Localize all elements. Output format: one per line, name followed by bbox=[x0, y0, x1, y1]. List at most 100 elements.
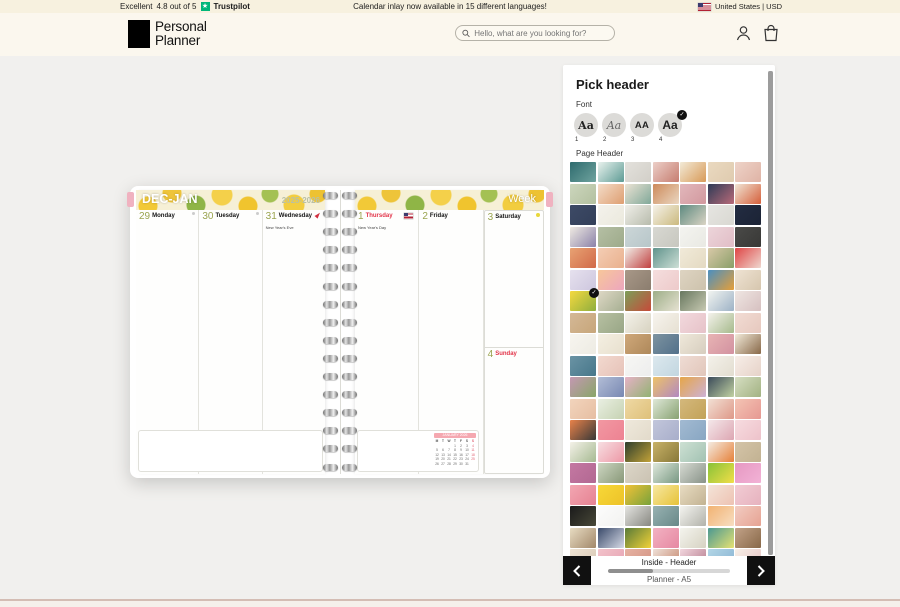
header-swatch[interactable] bbox=[680, 377, 706, 397]
logo[interactable]: Personal Planner bbox=[128, 20, 207, 48]
header-swatch[interactable] bbox=[707, 355, 734, 376]
swatch-scroll-area[interactable]: ✓ bbox=[570, 162, 762, 573]
header-swatch[interactable] bbox=[707, 506, 734, 526]
header-swatch[interactable] bbox=[625, 355, 651, 376]
header-swatch[interactable] bbox=[625, 377, 651, 397]
header-swatch[interactable] bbox=[625, 334, 651, 354]
header-swatch[interactable] bbox=[680, 312, 706, 333]
header-swatch[interactable] bbox=[735, 377, 761, 397]
header-swatch[interactable] bbox=[707, 398, 734, 419]
header-swatch[interactable] bbox=[735, 484, 761, 505]
header-swatch[interactable] bbox=[735, 205, 761, 225]
header-swatch[interactable] bbox=[680, 527, 706, 548]
header-swatch[interactable] bbox=[707, 269, 734, 290]
header-swatch[interactable] bbox=[680, 183, 706, 204]
header-swatch[interactable] bbox=[652, 312, 679, 333]
header-swatch[interactable] bbox=[707, 441, 734, 462]
header-swatch[interactable] bbox=[570, 377, 596, 397]
header-swatch[interactable] bbox=[597, 355, 624, 376]
header-swatch[interactable] bbox=[680, 484, 706, 505]
header-swatch[interactable] bbox=[652, 269, 679, 290]
header-swatch[interactable] bbox=[570, 463, 596, 483]
font-option-2[interactable]: Aa 2 bbox=[602, 113, 628, 143]
header-swatch[interactable] bbox=[570, 420, 596, 440]
header-swatch[interactable] bbox=[570, 355, 596, 376]
header-swatch[interactable] bbox=[570, 334, 596, 354]
header-swatch[interactable] bbox=[707, 183, 734, 204]
header-swatch[interactable] bbox=[707, 248, 734, 268]
header-swatch[interactable] bbox=[570, 441, 596, 462]
header-swatch[interactable] bbox=[680, 248, 706, 268]
header-swatch[interactable] bbox=[652, 162, 679, 182]
header-swatch[interactable] bbox=[652, 226, 679, 247]
cart-icon[interactable] bbox=[763, 24, 780, 42]
account-icon[interactable] bbox=[735, 24, 752, 42]
header-swatch[interactable] bbox=[652, 506, 679, 526]
header-swatch[interactable] bbox=[597, 420, 624, 440]
header-swatch[interactable] bbox=[570, 312, 596, 333]
header-swatch[interactable] bbox=[735, 291, 761, 311]
header-swatch[interactable] bbox=[625, 420, 651, 440]
header-swatch[interactable] bbox=[707, 162, 734, 182]
header-swatch[interactable] bbox=[597, 377, 624, 397]
header-swatch[interactable] bbox=[652, 334, 679, 354]
header-swatch[interactable] bbox=[735, 334, 761, 354]
header-swatch[interactable] bbox=[597, 291, 624, 311]
header-swatch[interactable] bbox=[652, 398, 679, 419]
header-swatch[interactable] bbox=[707, 484, 734, 505]
header-swatch[interactable] bbox=[680, 420, 706, 440]
header-swatch[interactable] bbox=[680, 269, 706, 290]
header-swatch[interactable] bbox=[597, 398, 624, 419]
search-bar[interactable] bbox=[455, 25, 615, 41]
header-swatch[interactable] bbox=[652, 248, 679, 268]
header-swatch[interactable] bbox=[735, 248, 761, 268]
header-swatch[interactable] bbox=[625, 506, 651, 526]
next-step-button[interactable] bbox=[747, 556, 775, 585]
header-swatch[interactable] bbox=[597, 484, 624, 505]
header-swatch[interactable] bbox=[625, 226, 651, 247]
header-swatch[interactable] bbox=[680, 205, 706, 225]
header-swatch[interactable] bbox=[625, 183, 651, 204]
header-swatch[interactable] bbox=[570, 398, 596, 419]
header-swatch[interactable]: ✓ bbox=[570, 288, 599, 311]
header-swatch[interactable] bbox=[735, 312, 761, 333]
header-swatch[interactable] bbox=[570, 162, 596, 182]
header-swatch[interactable] bbox=[652, 355, 679, 376]
header-swatch[interactable] bbox=[680, 441, 706, 462]
header-swatch[interactable] bbox=[652, 463, 679, 483]
header-swatch[interactable] bbox=[597, 183, 624, 204]
header-swatch[interactable] bbox=[597, 334, 624, 354]
header-swatch[interactable] bbox=[597, 162, 624, 182]
header-swatch[interactable] bbox=[570, 226, 596, 247]
header-swatch[interactable] bbox=[680, 355, 706, 376]
header-swatch[interactable] bbox=[735, 420, 761, 440]
header-swatch[interactable] bbox=[680, 506, 706, 526]
header-swatch[interactable] bbox=[680, 162, 706, 182]
font-option-1[interactable]: Aa 1 bbox=[574, 113, 600, 143]
header-swatch[interactable] bbox=[680, 398, 706, 419]
header-swatch[interactable] bbox=[625, 248, 651, 268]
header-swatch[interactable] bbox=[570, 205, 596, 225]
trustpilot-rating[interactable]: Excellent 4.8 out of 5 ★ Trustpilot bbox=[120, 0, 250, 13]
header-swatch[interactable] bbox=[680, 463, 706, 483]
header-swatch[interactable] bbox=[680, 291, 706, 311]
header-swatch[interactable] bbox=[570, 506, 596, 526]
header-swatch[interactable] bbox=[735, 355, 761, 376]
header-swatch[interactable] bbox=[597, 506, 624, 526]
font-option-3[interactable]: AA 3 bbox=[630, 113, 656, 143]
panel-scrollbar[interactable] bbox=[768, 71, 773, 555]
scrollbar-thumb[interactable] bbox=[768, 71, 773, 555]
header-swatch[interactable] bbox=[597, 527, 624, 548]
header-swatch[interactable] bbox=[597, 205, 624, 225]
header-swatch[interactable] bbox=[625, 441, 651, 462]
header-swatch[interactable] bbox=[707, 291, 734, 311]
header-swatch[interactable] bbox=[625, 527, 651, 548]
header-swatch[interactable] bbox=[707, 377, 734, 397]
header-swatch[interactable] bbox=[735, 269, 761, 290]
header-swatch[interactable] bbox=[570, 183, 596, 204]
header-swatch[interactable] bbox=[625, 398, 651, 419]
header-swatch[interactable] bbox=[625, 484, 651, 505]
header-swatch[interactable] bbox=[735, 506, 761, 526]
header-swatch[interactable] bbox=[597, 248, 624, 268]
header-swatch[interactable] bbox=[735, 441, 761, 462]
